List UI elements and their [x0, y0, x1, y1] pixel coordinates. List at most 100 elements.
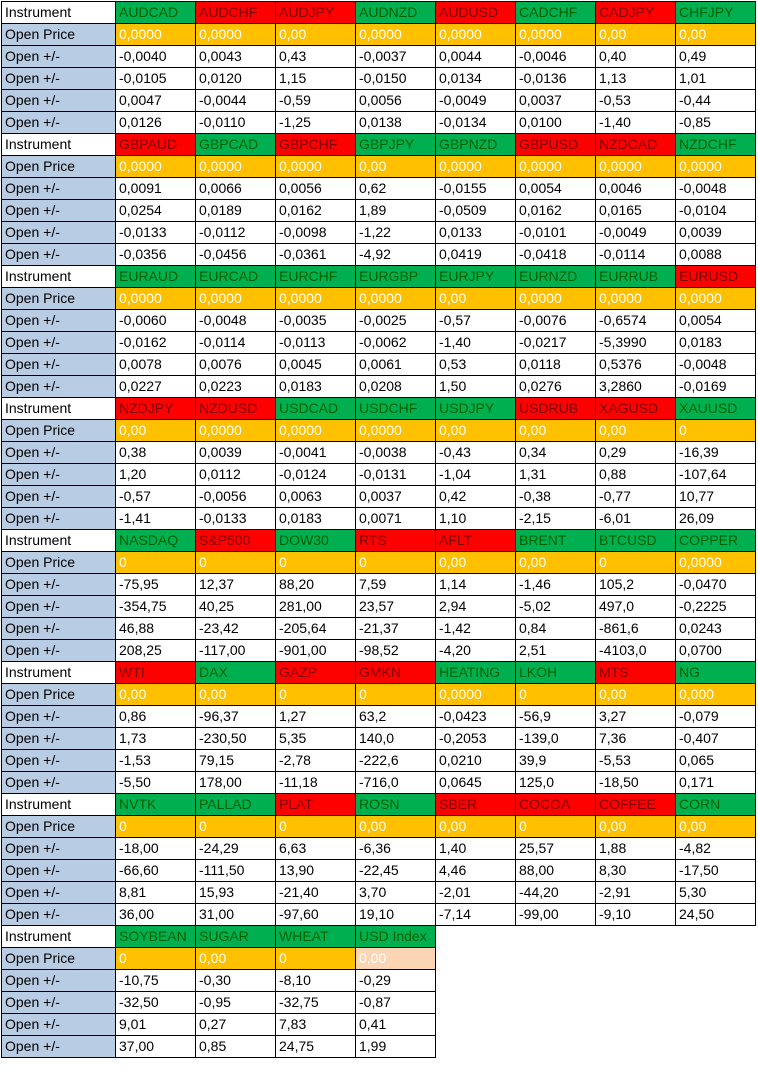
change-value-cell[interactable]: -0,0105: [115, 67, 196, 90]
row-label-open-price[interactable]: Open Price: [1, 815, 116, 838]
change-value-cell[interactable]: 0,171: [675, 771, 756, 794]
change-value-cell[interactable]: -0,0470: [675, 573, 756, 596]
change-value-cell[interactable]: 0,0063: [275, 485, 356, 508]
change-value-cell[interactable]: -0,0048: [195, 309, 276, 332]
change-value-cell[interactable]: -1,04: [435, 463, 516, 486]
change-value-cell[interactable]: -0,29: [355, 969, 436, 992]
open-price-cell[interactable]: 0,0000: [275, 419, 356, 442]
change-value-cell[interactable]: 0,0138: [355, 111, 436, 134]
change-value-cell[interactable]: -0,0456: [195, 243, 276, 266]
row-label-open-change[interactable]: Open +/-: [1, 221, 116, 244]
change-value-cell[interactable]: -111,50: [195, 859, 276, 882]
change-value-cell[interactable]: -4,82: [675, 837, 756, 860]
open-price-cell[interactable]: 0,0000: [435, 683, 516, 706]
instrument-header-cell[interactable]: DAX: [195, 661, 276, 684]
instrument-header-cell[interactable]: PLAT: [275, 793, 356, 816]
row-label-open-change[interactable]: Open +/-: [1, 771, 116, 794]
open-price-cell[interactable]: 0,00: [595, 683, 676, 706]
row-label-open-change[interactable]: Open +/-: [1, 573, 116, 596]
row-label-open-change[interactable]: Open +/-: [1, 1013, 116, 1036]
change-value-cell[interactable]: -0,95: [195, 991, 276, 1014]
change-value-cell[interactable]: 5,35: [275, 727, 356, 750]
change-value-cell[interactable]: -0,0076: [515, 309, 596, 332]
row-label-instrument[interactable]: Instrument: [1, 661, 116, 684]
change-value-cell[interactable]: -0,0113: [275, 331, 356, 354]
change-value-cell[interactable]: -0,0217: [515, 331, 596, 354]
open-price-cell[interactable]: 0,0000: [675, 155, 756, 178]
change-value-cell[interactable]: -0,85: [675, 111, 756, 134]
open-price-cell[interactable]: 0: [275, 815, 356, 838]
open-price-cell[interactable]: 0: [275, 551, 356, 574]
change-value-cell[interactable]: -0,0134: [435, 111, 516, 134]
row-label-open-change[interactable]: Open +/-: [1, 177, 116, 200]
change-value-cell[interactable]: 0,0091: [115, 177, 196, 200]
change-value-cell[interactable]: -0,43: [435, 441, 516, 464]
change-value-cell[interactable]: 1,01: [675, 67, 756, 90]
change-value-cell[interactable]: -0,0131: [355, 463, 436, 486]
change-value-cell[interactable]: -0,53: [595, 89, 676, 112]
instrument-header-cell[interactable]: EURAUD: [115, 265, 196, 288]
change-value-cell[interactable]: 0,0223: [195, 375, 276, 398]
open-price-cell[interactable]: 0: [115, 551, 196, 574]
instrument-header-cell[interactable]: EURJPY: [435, 265, 516, 288]
change-value-cell[interactable]: 0,0118: [515, 353, 596, 376]
change-value-cell[interactable]: 1,89: [355, 199, 436, 222]
change-value-cell[interactable]: -66,60: [115, 859, 196, 882]
change-value-cell[interactable]: -44,20: [515, 881, 596, 904]
change-value-cell[interactable]: 2,94: [435, 595, 516, 618]
change-value-cell[interactable]: -0,0060: [115, 309, 196, 332]
open-price-cell[interactable]: 0,00: [115, 419, 196, 442]
instrument-header-cell[interactable]: USDCHF: [355, 397, 436, 420]
open-price-cell[interactable]: 0,0000: [435, 155, 516, 178]
instrument-header-cell[interactable]: USD Index: [355, 925, 436, 948]
change-value-cell[interactable]: -24,29: [195, 837, 276, 860]
open-price-cell[interactable]: 0,0000: [355, 23, 436, 46]
change-value-cell[interactable]: -0,0124: [275, 463, 356, 486]
change-value-cell[interactable]: -23,42: [195, 617, 276, 640]
change-value-cell[interactable]: -0,0112: [195, 221, 276, 244]
instrument-header-cell[interactable]: SOYBEAN: [115, 925, 196, 948]
change-value-cell[interactable]: 15,93: [195, 881, 276, 904]
open-price-cell[interactable]: 0,00: [355, 155, 436, 178]
instrument-header-cell[interactable]: XAGUSD: [595, 397, 676, 420]
change-value-cell[interactable]: -0,0098: [275, 221, 356, 244]
open-price-cell[interactable]: 0: [355, 683, 436, 706]
change-value-cell[interactable]: 0,0276: [515, 375, 596, 398]
change-value-cell[interactable]: 497,0: [595, 595, 676, 618]
change-value-cell[interactable]: 0,5376: [595, 353, 676, 376]
instrument-header-cell[interactable]: NZDJPY: [115, 397, 196, 420]
instrument-header-cell[interactable]: WTI: [115, 661, 196, 684]
change-value-cell[interactable]: 0,0039: [195, 441, 276, 464]
row-label-open-change[interactable]: Open +/-: [1, 67, 116, 90]
change-value-cell[interactable]: -354,75: [115, 595, 196, 618]
change-value-cell[interactable]: -5,3990: [595, 331, 676, 354]
instrument-header-cell[interactable]: NZDCAD: [595, 133, 676, 156]
change-value-cell[interactable]: 0,0039: [675, 221, 756, 244]
change-value-cell[interactable]: -0,0049: [595, 221, 676, 244]
change-value-cell[interactable]: 9,01: [115, 1013, 196, 1036]
row-label-open-price[interactable]: Open Price: [1, 23, 116, 46]
change-value-cell[interactable]: -0,0423: [435, 705, 516, 728]
row-label-open-change[interactable]: Open +/-: [1, 749, 116, 772]
instrument-header-cell[interactable]: GBPUSD: [515, 133, 596, 156]
change-value-cell[interactable]: -10,75: [115, 969, 196, 992]
change-value-cell[interactable]: -230,50: [195, 727, 276, 750]
change-value-cell[interactable]: 0,86: [115, 705, 196, 728]
open-price-cell[interactable]: 0: [115, 947, 196, 970]
change-value-cell[interactable]: 0,0043: [195, 45, 276, 68]
change-value-cell[interactable]: 0,0088: [675, 243, 756, 266]
change-value-cell[interactable]: 0,0045: [275, 353, 356, 376]
open-price-cell[interactable]: 0,000: [675, 683, 756, 706]
change-value-cell[interactable]: -0,2225: [675, 595, 756, 618]
change-value-cell[interactable]: -0,0509: [435, 199, 516, 222]
row-label-open-change[interactable]: Open +/-: [1, 507, 116, 530]
change-value-cell[interactable]: -2,01: [435, 881, 516, 904]
instrument-header-cell[interactable]: GMKN: [355, 661, 436, 684]
change-value-cell[interactable]: 1,27: [275, 705, 356, 728]
change-value-cell[interactable]: 0,0126: [115, 111, 196, 134]
change-value-cell[interactable]: -0,0048: [675, 177, 756, 200]
change-value-cell[interactable]: -98,52: [355, 639, 436, 662]
change-value-cell[interactable]: 0,0076: [195, 353, 276, 376]
instrument-header-cell[interactable]: NASDAQ: [115, 529, 196, 552]
row-label-open-change[interactable]: Open +/-: [1, 881, 116, 904]
